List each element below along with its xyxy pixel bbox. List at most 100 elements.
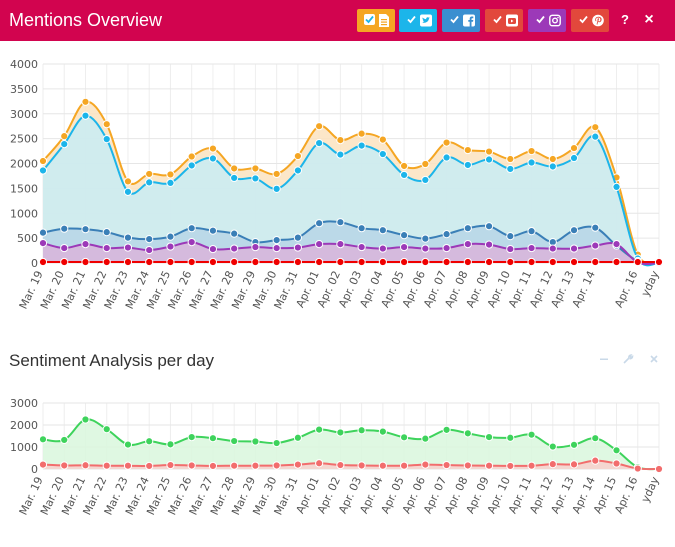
data-point — [442, 138, 451, 147]
x-tick-label: Apr. 16 — [612, 269, 640, 310]
y-tick-label: 3000 — [10, 108, 38, 121]
checkbox-icon — [364, 14, 375, 25]
data-point — [145, 178, 154, 187]
data-point — [421, 460, 430, 469]
data-point — [145, 245, 154, 255]
youtube-icon — [506, 14, 518, 27]
data-point — [378, 149, 387, 159]
data-point — [208, 434, 218, 443]
instagram-icon — [549, 14, 561, 27]
data-point — [612, 182, 621, 191]
data-point — [102, 257, 111, 267]
y-tick-label: 2000 — [10, 419, 38, 432]
pinterest-icon — [592, 14, 604, 27]
data-point — [421, 234, 430, 243]
data-point — [208, 226, 218, 235]
data-point — [230, 229, 239, 238]
source-toggle-twitter[interactable] — [399, 9, 437, 32]
data-point — [145, 257, 154, 267]
data-point — [463, 429, 472, 438]
data-point — [293, 257, 302, 267]
wrench-icon[interactable] — [621, 352, 635, 366]
data-point — [38, 435, 48, 444]
data-point — [527, 243, 536, 253]
data-point — [506, 461, 515, 471]
data-point — [272, 243, 281, 253]
data-point — [400, 161, 409, 171]
data-point — [378, 135, 387, 144]
data-point — [272, 257, 281, 267]
close-icon[interactable] — [647, 352, 661, 366]
data-point — [38, 257, 48, 267]
data-point — [357, 129, 366, 138]
data-point — [315, 257, 324, 267]
data-point — [506, 433, 515, 442]
data-point — [272, 184, 281, 193]
data-point — [336, 150, 345, 159]
data-point — [527, 227, 536, 236]
data-point — [569, 226, 579, 235]
close-icon[interactable]: × — [644, 11, 654, 28]
source-toggle-instagram[interactable] — [528, 9, 566, 32]
source-toggle-news[interactable] — [357, 9, 395, 32]
data-point — [315, 425, 324, 434]
data-point — [123, 461, 133, 470]
data-point — [400, 170, 409, 180]
data-point — [569, 440, 579, 449]
data-point — [145, 461, 154, 471]
data-point — [569, 153, 579, 163]
data-point — [463, 145, 472, 155]
data-point — [421, 257, 430, 267]
y-tick-label: 2500 — [10, 133, 38, 146]
data-point — [293, 460, 302, 469]
y-tick-label: 1000 — [10, 441, 38, 454]
data-point — [123, 187, 133, 196]
data-point — [38, 239, 48, 248]
data-point — [463, 239, 472, 249]
y-tick-label: 4000 — [10, 58, 38, 71]
series-area — [43, 460, 659, 470]
data-point — [166, 232, 175, 241]
data-point — [315, 139, 324, 148]
data-point — [612, 257, 621, 267]
data-point — [145, 169, 154, 179]
source-toggle-facebook[interactable] — [442, 9, 480, 32]
data-point — [123, 243, 133, 252]
data-point — [484, 240, 494, 249]
data-point — [591, 434, 600, 443]
data-point — [251, 174, 260, 183]
source-toggle-pinterest[interactable] — [571, 9, 609, 32]
data-point — [357, 461, 366, 470]
data-point — [421, 244, 430, 253]
data-point — [208, 461, 218, 471]
data-point — [60, 243, 69, 253]
data-point — [315, 219, 324, 228]
data-point — [527, 146, 536, 156]
source-toggle-youtube[interactable] — [485, 9, 523, 32]
data-point — [102, 425, 111, 434]
data-point — [527, 257, 536, 267]
data-point — [527, 430, 536, 439]
data-point — [251, 242, 260, 252]
data-point — [591, 132, 600, 141]
data-point — [484, 461, 494, 470]
help-icon[interactable]: ? — [621, 12, 629, 27]
data-point — [400, 231, 409, 240]
data-point — [378, 244, 387, 253]
data-point — [484, 433, 494, 442]
data-point — [633, 464, 642, 473]
data-point — [187, 224, 196, 233]
data-point — [336, 428, 345, 437]
data-point — [166, 460, 175, 470]
data-point — [187, 161, 196, 170]
data-point — [548, 442, 557, 451]
data-point — [463, 257, 472, 267]
y-tick-label: 2000 — [10, 158, 38, 171]
y-tick-label: 3500 — [10, 83, 38, 96]
minimize-icon[interactable] — [597, 352, 611, 366]
data-point — [187, 238, 196, 247]
data-point — [548, 154, 557, 164]
data-point — [421, 434, 430, 443]
